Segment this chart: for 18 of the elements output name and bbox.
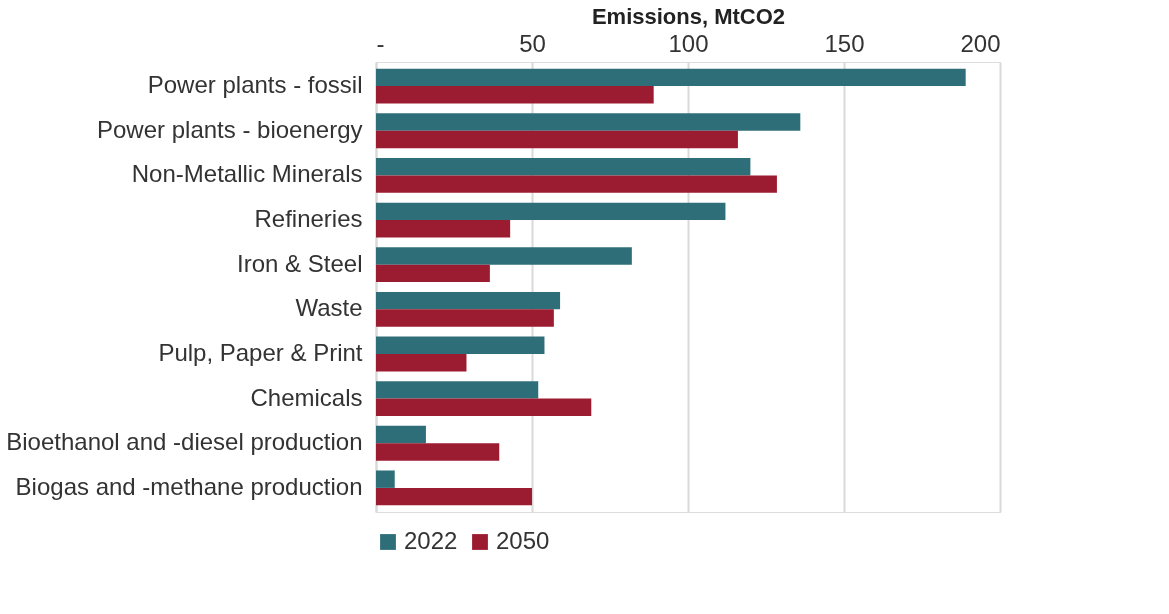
x-axis-title: Emissions, MtCO2 — [591, 3, 786, 29]
x-tick-label: 100 — [668, 29, 709, 57]
y-tick-label: Iron & Steel — [237, 249, 363, 277]
y-tick-label: Power plants - fossil — [147, 71, 363, 99]
y-tick-label: Pulp, Paper & Print — [158, 338, 363, 366]
x-tick-label: 200 — [960, 29, 1001, 57]
y-tick-label: Chemicals — [250, 383, 363, 411]
x-tick-label: 150 — [824, 29, 865, 57]
y-tick-label: Refineries — [254, 205, 363, 233]
y-tick-label: Biogas and -methane production — [15, 472, 363, 500]
x-tick-label: - — [376, 29, 385, 57]
y-tick-label: Non-Metallic Minerals — [131, 160, 363, 188]
legend-label: 2050 — [496, 527, 550, 554]
y-tick-label: Power plants - bioenergy — [97, 115, 363, 143]
legend-label: 2022 — [404, 527, 458, 554]
y-tick-label: Bioethanol and -diesel production — [6, 428, 363, 456]
y-tick-label: Waste — [295, 294, 363, 322]
x-tick-label: 50 — [519, 29, 546, 57]
